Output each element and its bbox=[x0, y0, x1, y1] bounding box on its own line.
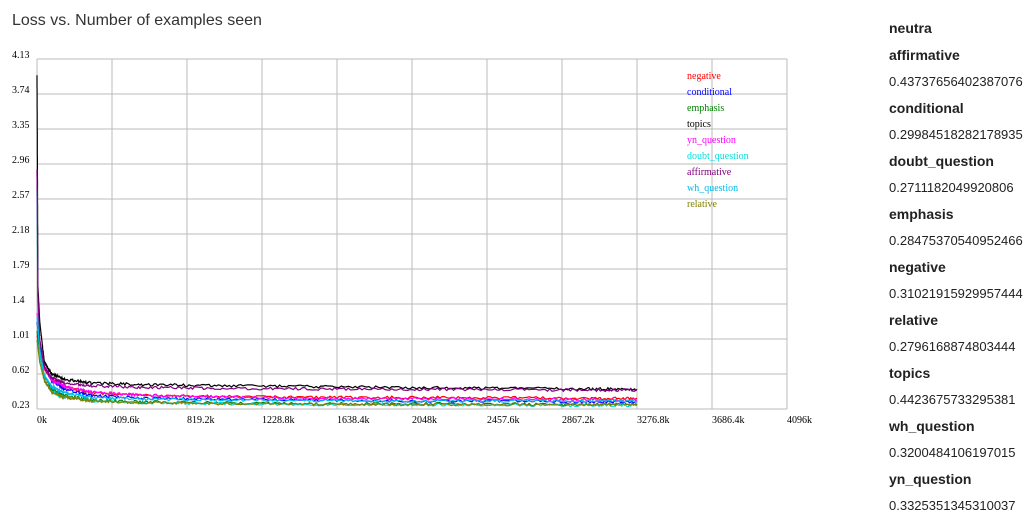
side-panel-items: affirmative 0.43737656402387076 conditiona… bbox=[889, 39, 1032, 516]
x-tick-label: 0k bbox=[37, 415, 47, 426]
x-tick-label: 3686.4k bbox=[712, 415, 745, 426]
x-tick-label: 1228.8k bbox=[262, 415, 295, 426]
x-tick-label: 2867.2k bbox=[562, 415, 595, 426]
side-panel-key: yn_question bbox=[889, 471, 972, 487]
series-line-topics bbox=[36, 75, 638, 392]
side-panel-value: 0.2796168874803444 bbox=[889, 339, 1016, 354]
side-panel: neutra affirmative 0.43737656402387076 con… bbox=[889, 18, 1032, 516]
y-tick-label: 3.35 bbox=[12, 120, 30, 131]
side-panel-value: 0.3200484106197015 bbox=[889, 445, 1016, 460]
side-panel-value: 0.28475370540952466 bbox=[889, 233, 1023, 248]
side-panel-key: doubt_question bbox=[889, 153, 994, 169]
x-tick-label: 409.6k bbox=[112, 415, 140, 426]
side-panel-key: affirmative bbox=[889, 47, 960, 63]
y-tick-label: 2.57 bbox=[12, 190, 30, 201]
y-tick-label: 2.96 bbox=[12, 155, 30, 166]
y-tick-label: 0.62 bbox=[12, 365, 30, 376]
x-tick-label: 3276.8k bbox=[637, 415, 670, 426]
side-panel-value: 0.29984518282178935 bbox=[889, 127, 1023, 142]
side-panel-heading: neutra bbox=[889, 20, 932, 36]
legend-entry-emphasis: emphasis bbox=[687, 103, 724, 114]
side-panel-key: emphasis bbox=[889, 206, 954, 222]
y-tick-label: 0.23 bbox=[12, 400, 30, 411]
side-panel-value: 0.4423675733295381 bbox=[889, 392, 1016, 407]
side-panel-key: conditional bbox=[889, 100, 964, 116]
legend-entry-relative: relative bbox=[687, 199, 718, 210]
legend-entry-negative: negative bbox=[687, 71, 721, 82]
x-tick-label: 2048k bbox=[412, 415, 437, 426]
y-axis-ticks: 0.23 0.62 1.01 1.4 1.79 2.18 2.57 2.96 3.35 3.74 4… bbox=[12, 50, 30, 411]
y-tick-label: 1.79 bbox=[12, 260, 30, 271]
side-panel-key: negative bbox=[889, 259, 946, 275]
legend-entry-wh-question: wh_question bbox=[687, 183, 738, 194]
x-tick-label: 4096k bbox=[787, 415, 812, 426]
y-tick-label: 4.13 bbox=[12, 50, 30, 61]
side-panel-value: 0.3325351345310037 bbox=[889, 498, 1016, 513]
legend-entry-topics: topics bbox=[687, 119, 711, 130]
side-panel-value: 0.2711182049920806 bbox=[889, 180, 1014, 195]
y-tick-label: 1.01 bbox=[12, 330, 30, 341]
side-panel-value: 0.43737656402387076 bbox=[889, 74, 1023, 89]
y-tick-label: 2.18 bbox=[12, 225, 30, 236]
chart-grid bbox=[36, 58, 788, 410]
side-panel-key: relative bbox=[889, 312, 939, 328]
chart-title: Loss vs. Number of examples seen bbox=[12, 12, 262, 29]
series-line-affirmative bbox=[36, 169, 638, 393]
chart-series bbox=[36, 75, 638, 408]
x-tick-label: 2457.6k bbox=[487, 415, 520, 426]
legend-entry-yn-question: yn_question bbox=[687, 135, 736, 146]
chart-legend: negative conditional emphasis topics yn_ques… bbox=[687, 71, 749, 210]
series-line-wh-question bbox=[36, 317, 638, 403]
series-line-doubt-question bbox=[36, 187, 637, 408]
legend-entry-conditional: conditional bbox=[687, 87, 732, 98]
x-tick-label: 1638.4k bbox=[337, 415, 370, 426]
loss-chart: 0k 409.6k 819.2k 1228.8k 1638.4k 2048k 2457.6k… bbox=[12, 50, 812, 426]
x-tick-label: 819.2k bbox=[187, 415, 215, 426]
legend-entry-affirmative: affirmative bbox=[687, 167, 732, 178]
legend-entry-doubt-question: doubt_question bbox=[687, 151, 749, 162]
x-axis-ticks: 0k 409.6k 819.2k 1228.8k 1638.4k 2048k 2457.6k… bbox=[37, 415, 812, 426]
y-tick-label: 3.74 bbox=[12, 85, 30, 96]
series-line-relative bbox=[36, 339, 638, 407]
y-tick-label: 1.4 bbox=[12, 295, 25, 306]
side-panel-key: topics bbox=[889, 365, 931, 381]
side-panel-key: wh_question bbox=[889, 418, 975, 434]
side-panel-value: 0.31021915929957444 bbox=[889, 286, 1023, 301]
